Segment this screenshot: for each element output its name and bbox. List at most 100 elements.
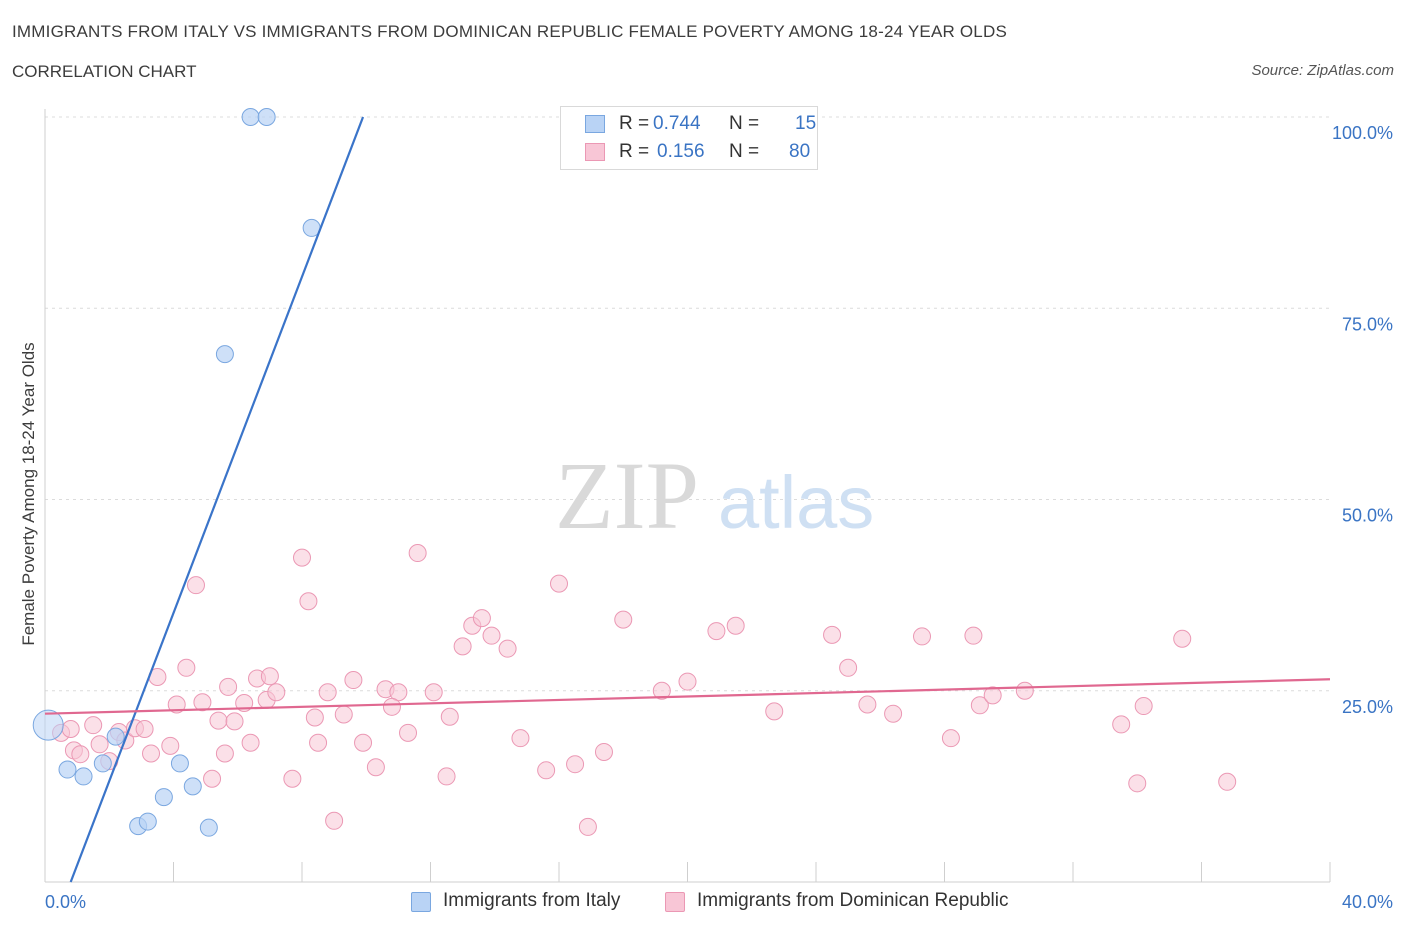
data-point-italy xyxy=(257,108,276,126)
legend-label-dr: Immigrants from Dominican Republic xyxy=(697,890,1009,911)
data-point-dominican-republic xyxy=(482,626,501,645)
data-point-italy xyxy=(215,345,234,364)
data-point-dominican-republic xyxy=(408,544,427,563)
data-point-dominican-republic xyxy=(983,686,1002,705)
data-point-italy xyxy=(183,777,202,796)
trendline-italy xyxy=(69,116,365,883)
watermark-atlas: atlas xyxy=(718,461,874,544)
legend-swatch-italy xyxy=(411,892,431,912)
data-point-dominican-republic xyxy=(260,667,279,686)
data-point-dominican-republic xyxy=(678,672,697,691)
data-point-dominican-republic xyxy=(366,758,385,777)
data-point-dominican-republic xyxy=(472,609,491,628)
x-tick-label-max: 40.0% xyxy=(1342,892,1393,912)
y-axis-label: Female Poverty Among 18-24 Year Olds xyxy=(19,342,38,646)
legend-r-value: 0.156 xyxy=(657,141,705,162)
data-point-dominican-republic xyxy=(309,733,328,752)
data-point-italy xyxy=(32,709,64,741)
legend-swatch-dr xyxy=(665,892,685,912)
data-point-dominican-republic xyxy=(354,733,373,752)
data-point-dominican-republic xyxy=(61,720,80,738)
legend-swatch-italy xyxy=(585,115,605,133)
data-point-dominican-republic xyxy=(424,683,443,702)
data-point-dominican-republic xyxy=(511,729,530,748)
series-dominican-republic xyxy=(52,544,1237,836)
legend-n-value: 15 xyxy=(795,113,817,134)
data-point-dominican-republic xyxy=(209,711,228,730)
data-point-dominican-republic xyxy=(537,761,556,780)
data-point-dominican-republic xyxy=(344,671,363,690)
data-point-dominican-republic xyxy=(578,817,597,836)
data-point-dominican-republic xyxy=(1218,772,1237,791)
series-italy xyxy=(32,108,321,837)
watermark: ZIP atlas xyxy=(555,442,874,549)
data-point-italy xyxy=(93,754,112,773)
data-point-dominican-republic xyxy=(382,697,401,716)
data-point-dominican-republic xyxy=(913,627,932,646)
watermark-zip: ZIP xyxy=(555,442,699,549)
data-point-dominican-republic xyxy=(293,548,311,567)
data-point-dominican-republic xyxy=(1128,774,1147,793)
y-tick-label: 100.0% xyxy=(1332,123,1393,143)
data-point-dominican-republic xyxy=(858,695,877,714)
data-point-dominican-republic xyxy=(726,616,745,635)
data-point-dominican-republic xyxy=(652,681,671,700)
tick-labels: 100.0% 75.0% 50.0% 25.0% 0.0% 40.0% xyxy=(45,123,1393,912)
axes xyxy=(44,109,1331,883)
data-point-dominican-republic xyxy=(84,716,103,735)
data-point-dominican-republic xyxy=(305,708,324,727)
data-point-dominican-republic xyxy=(215,744,234,763)
data-point-dominican-republic xyxy=(765,702,784,721)
data-point-dominican-republic xyxy=(167,695,186,714)
data-point-dominican-republic xyxy=(334,705,353,724)
data-point-dominican-republic xyxy=(225,712,244,731)
data-point-dominican-republic xyxy=(219,677,238,696)
source-label: Source: ZipAtlas.com xyxy=(1251,62,1394,79)
data-point-dominican-republic xyxy=(498,639,517,658)
data-point-dominican-republic xyxy=(142,744,161,763)
chart-subtitle: CORRELATION CHART xyxy=(12,62,197,81)
data-point-dominican-republic xyxy=(186,576,205,595)
trendlines xyxy=(44,116,1331,883)
legend-n-value: 80 xyxy=(789,141,811,162)
data-point-dominican-republic xyxy=(399,723,418,742)
legend-label-italy: Immigrants from Italy xyxy=(443,890,621,911)
x-tick-label-min: 0.0% xyxy=(45,892,86,912)
data-point-dominican-republic xyxy=(1112,715,1131,734)
data-point-dominican-republic xyxy=(614,610,633,629)
data-point-dominican-republic xyxy=(283,769,302,788)
data-point-dominican-republic xyxy=(193,693,212,712)
data-point-dominican-republic xyxy=(241,733,260,752)
data-point-italy xyxy=(241,108,260,126)
data-point-dominican-republic xyxy=(566,755,585,774)
legend-n-label: N = xyxy=(729,141,760,162)
y-tick-label: 75.0% xyxy=(1342,314,1393,334)
data-point-dominican-republic xyxy=(453,637,472,656)
data-point-italy xyxy=(170,754,189,773)
data-point-dominican-republic xyxy=(964,626,983,645)
legend-r-label: R = xyxy=(619,141,650,162)
data-point-dominican-republic xyxy=(1134,697,1153,716)
legend-swatch-dr xyxy=(585,143,605,161)
grid-lines xyxy=(45,116,1330,692)
data-point-dominican-republic xyxy=(1173,629,1192,648)
data-point-dominican-republic xyxy=(318,683,337,702)
data-point-dominican-republic xyxy=(437,767,456,786)
data-point-dominican-republic xyxy=(177,658,196,677)
data-point-dominican-republic xyxy=(941,729,960,748)
data-point-dominican-republic xyxy=(1015,681,1034,700)
data-point-dominican-republic xyxy=(325,811,344,830)
data-point-dominican-republic xyxy=(267,683,286,702)
data-point-dominican-republic xyxy=(71,745,90,764)
data-point-dominican-republic xyxy=(203,769,222,788)
data-point-italy xyxy=(106,727,125,746)
data-point-italy xyxy=(154,788,173,807)
data-point-dominican-republic xyxy=(90,735,109,754)
stats-legend: R = 0.744 N = 15 R = 0.156 N = 80 xyxy=(560,106,818,170)
data-point-dominican-republic xyxy=(707,622,726,641)
chart-title: IMMIGRANTS FROM ITALY VS IMMIGRANTS FROM… xyxy=(12,22,1007,41)
data-point-dominican-republic xyxy=(823,625,842,644)
data-point-dominican-republic xyxy=(970,696,989,715)
legend-r-label: R = xyxy=(619,113,650,134)
data-point-dominican-republic xyxy=(550,574,568,593)
